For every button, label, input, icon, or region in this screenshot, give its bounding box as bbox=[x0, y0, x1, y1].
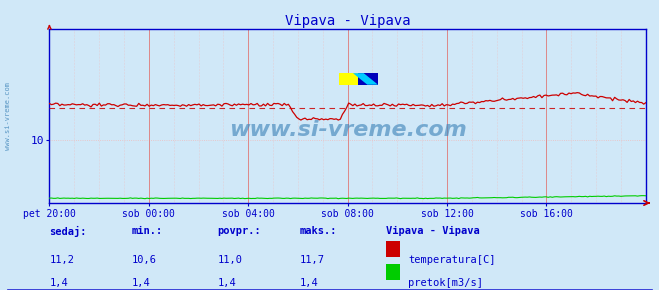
Text: min.:: min.: bbox=[132, 226, 163, 236]
Text: 1,4: 1,4 bbox=[132, 278, 150, 288]
Text: sedaj:: sedaj: bbox=[49, 226, 87, 237]
Text: Vipava - Vipava: Vipava - Vipava bbox=[386, 226, 479, 236]
Text: 10,6: 10,6 bbox=[132, 255, 157, 265]
Text: 11,2: 11,2 bbox=[49, 255, 74, 265]
Text: www.si-vreme.com: www.si-vreme.com bbox=[5, 82, 11, 150]
Text: www.si-vreme.com: www.si-vreme.com bbox=[229, 120, 467, 140]
Bar bbox=[339, 73, 358, 85]
Text: 11,0: 11,0 bbox=[217, 255, 243, 265]
Text: 1,4: 1,4 bbox=[49, 278, 68, 288]
Text: povpr.:: povpr.: bbox=[217, 226, 261, 236]
Title: Vipava - Vipava: Vipava - Vipava bbox=[285, 14, 411, 28]
Text: 1,4: 1,4 bbox=[217, 278, 236, 288]
Text: 1,4: 1,4 bbox=[300, 278, 318, 288]
Text: temperatura[C]: temperatura[C] bbox=[408, 255, 496, 265]
Text: maks.:: maks.: bbox=[300, 226, 337, 236]
Polygon shape bbox=[353, 73, 378, 85]
Bar bbox=[358, 73, 378, 85]
Text: 11,7: 11,7 bbox=[300, 255, 325, 265]
Text: pretok[m3/s]: pretok[m3/s] bbox=[408, 278, 483, 288]
